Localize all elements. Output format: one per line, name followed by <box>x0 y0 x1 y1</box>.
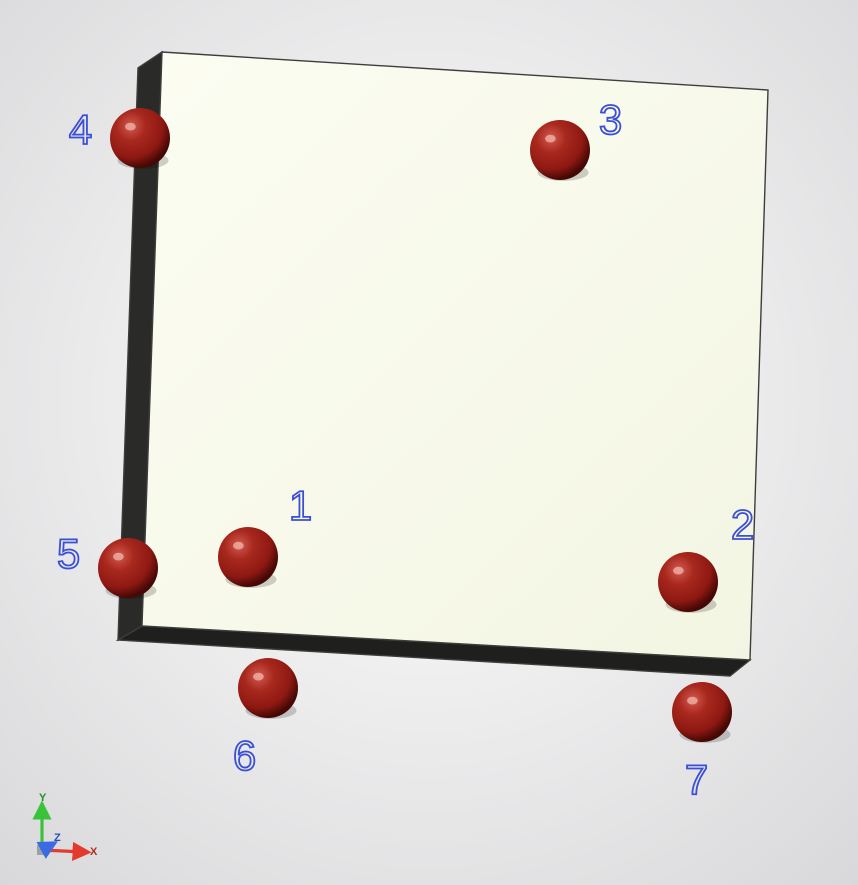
sphere-7 <box>672 682 732 742</box>
sphere-5 <box>98 538 158 598</box>
sphere-3 <box>530 120 590 180</box>
sphere-specular <box>233 542 244 550</box>
scene-root: 1 2 3 4 5 6 7 X Y Z <box>0 0 858 885</box>
axis-z-label: Z <box>54 832 61 844</box>
sphere-specular <box>687 697 698 705</box>
sphere-label-4: 4 <box>69 106 91 154</box>
sphere-specular <box>545 135 556 143</box>
render-canvas <box>0 0 858 885</box>
sphere-specular <box>253 673 264 681</box>
sphere-label-3: 3 <box>599 96 621 144</box>
sphere-specular <box>113 553 124 561</box>
sphere-4 <box>110 108 170 168</box>
sphere-label-6: 6 <box>233 732 255 780</box>
sphere-2 <box>658 552 718 612</box>
sphere-specular <box>673 567 684 575</box>
axis-x <box>42 850 84 852</box>
sphere-1 <box>218 527 278 587</box>
sphere-6 <box>238 658 298 718</box>
axis-x-label: X <box>90 846 97 858</box>
sphere-specular <box>125 123 136 131</box>
sphere-label-5: 5 <box>57 530 79 578</box>
sphere-label-2: 2 <box>731 501 753 549</box>
sphere-label-7: 7 <box>685 756 707 804</box>
axis-y-label: Y <box>39 792 46 804</box>
sphere-label-1: 1 <box>289 482 311 530</box>
